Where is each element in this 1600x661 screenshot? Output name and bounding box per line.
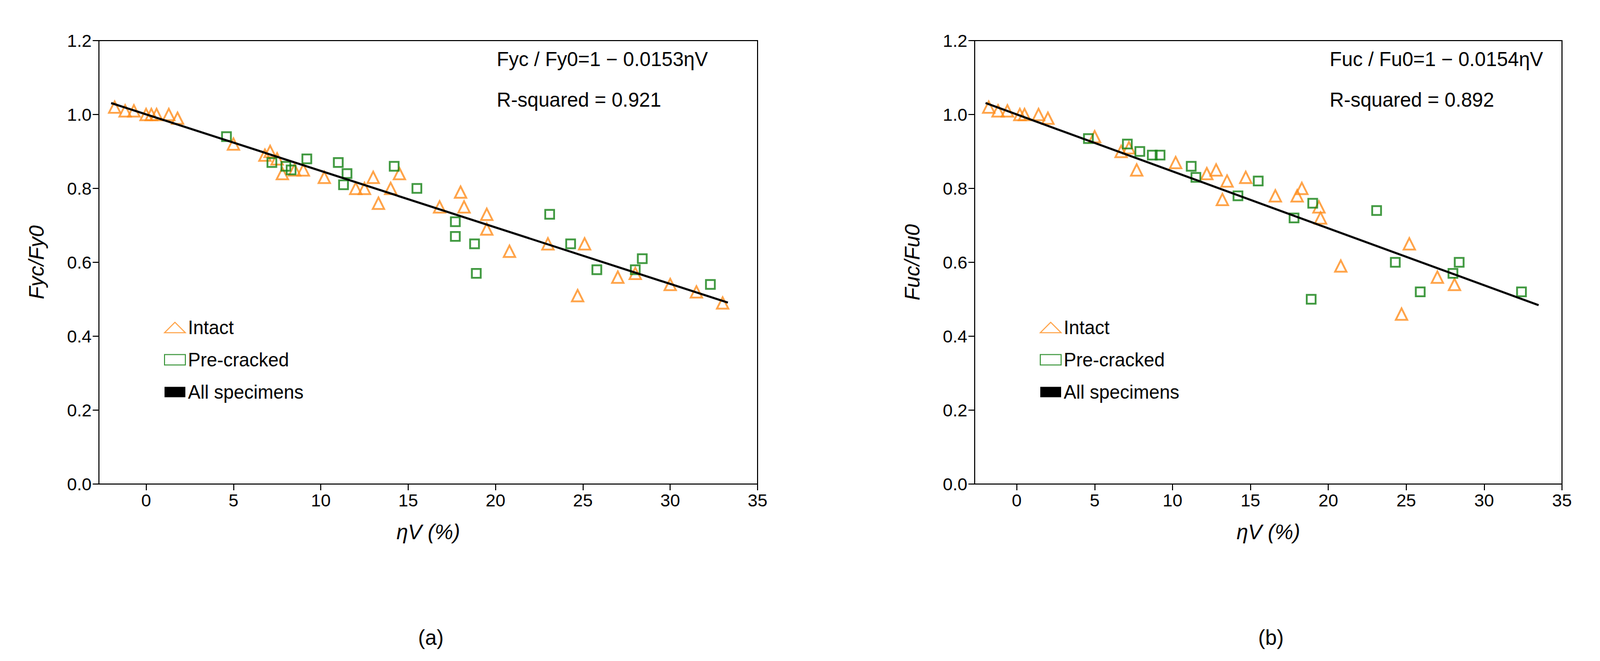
svg-text:1.2: 1.2 (942, 30, 968, 51)
svg-text:ηV (%): ηV (%) (396, 520, 460, 544)
svg-text:10: 10 (1162, 490, 1183, 511)
svg-text:Pre-cracked: Pre-cracked (1063, 349, 1165, 371)
svg-text:10: 10 (310, 490, 331, 511)
svg-text:1.0: 1.0 (942, 104, 968, 125)
svg-text:(a): (a) (418, 626, 444, 650)
svg-text:0.8: 0.8 (942, 178, 968, 199)
svg-text:Intact: Intact (187, 317, 234, 339)
svg-text:20: 20 (485, 490, 506, 511)
svg-text:0.6: 0.6 (942, 252, 968, 273)
svg-text:1.0: 1.0 (67, 104, 92, 125)
svg-text:15: 15 (1240, 490, 1261, 511)
svg-text:All specimens: All specimens (187, 381, 304, 403)
svg-text:0: 0 (141, 490, 151, 511)
svg-text:0.0: 0.0 (67, 474, 92, 495)
svg-text:0.4: 0.4 (942, 326, 968, 347)
svg-text:0.6: 0.6 (67, 252, 92, 273)
svg-text:0.8: 0.8 (67, 178, 92, 199)
svg-text:1.2: 1.2 (67, 30, 92, 51)
svg-text:Fuc/Fu0: Fuc/Fu0 (900, 224, 924, 301)
svg-text:0.2: 0.2 (942, 400, 968, 421)
svg-text:20: 20 (1318, 490, 1339, 511)
svg-text:15: 15 (398, 490, 419, 511)
svg-text:R-squared = 0.892: R-squared = 0.892 (1329, 89, 1495, 111)
svg-text:0.0: 0.0 (942, 474, 968, 495)
svg-text:Intact: Intact (1063, 317, 1110, 339)
svg-text:R-squared = 0.921: R-squared = 0.921 (496, 89, 662, 111)
svg-text:All specimens: All specimens (1063, 381, 1180, 403)
svg-text:0.4: 0.4 (67, 326, 92, 347)
svg-text:0: 0 (1011, 490, 1022, 511)
svg-text:Fyc / Fy0=1 − 0.0153ηV: Fyc / Fy0=1 − 0.0153ηV (496, 48, 709, 71)
svg-text:25: 25 (1396, 490, 1417, 511)
svg-text:5: 5 (228, 490, 239, 511)
svg-text:35: 35 (747, 490, 768, 511)
svg-text:ηV (%): ηV (%) (1236, 520, 1301, 544)
svg-text:30: 30 (660, 490, 680, 511)
svg-text:30: 30 (1473, 490, 1494, 511)
svg-text:0.2: 0.2 (67, 400, 92, 421)
svg-text:Fyc/Fy0: Fyc/Fy0 (24, 225, 48, 300)
svg-text:Pre-cracked: Pre-cracked (187, 349, 289, 371)
svg-text:Fuc / Fu0=1 − 0.0154ηV: Fuc / Fu0=1 − 0.0154ηV (1329, 48, 1544, 71)
svg-text:(b): (b) (1258, 626, 1284, 650)
svg-text:35: 35 (1552, 490, 1572, 511)
svg-text:25: 25 (573, 490, 594, 511)
svg-text:5: 5 (1089, 490, 1100, 511)
